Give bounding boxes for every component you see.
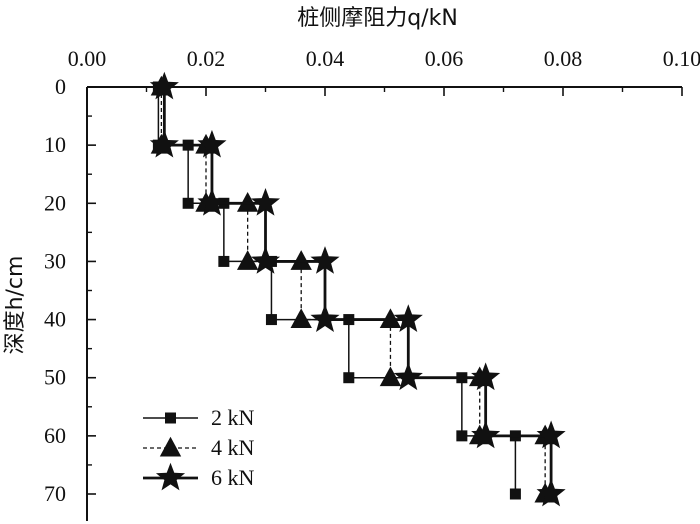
star-marker [155, 462, 186, 491]
star-marker [250, 187, 281, 216]
x-tick-label: 0.10 [663, 46, 700, 71]
star-marker [250, 246, 281, 274]
y-tick-label: 10 [44, 132, 66, 157]
triangle-marker [379, 308, 402, 329]
star-marker [310, 246, 340, 274]
triangle-marker [236, 250, 259, 270]
legend-label: 6 kN [211, 465, 255, 490]
triangle-marker [290, 250, 312, 270]
star-marker [471, 420, 501, 449]
x-tick-label: 0.04 [306, 46, 345, 71]
y-tick-label: 0 [55, 74, 66, 99]
series-6kn [149, 71, 566, 507]
star-marker [536, 420, 566, 449]
triangle-marker [159, 436, 182, 457]
y-tick-label: 30 [44, 248, 66, 273]
series-layer [149, 71, 566, 507]
star-marker [471, 362, 501, 391]
legend-label: 2 kN [211, 405, 255, 430]
x-tick-label: 0.02 [187, 46, 226, 71]
triangle-marker [290, 308, 312, 329]
star-marker [310, 304, 340, 332]
y-tick-label: 40 [44, 307, 66, 332]
legend: 2 kN 4 kN 6 kN [143, 405, 255, 491]
star-marker [149, 129, 179, 158]
x-tick-label: 0.08 [544, 46, 583, 71]
star-marker [393, 362, 423, 391]
triangle-marker [379, 366, 402, 387]
square-marker [182, 197, 194, 209]
legend-label: 4 kN [211, 435, 255, 460]
tick-labels: 0.00 0.02 0.04 0.06 0.08 0.10 0 10 20 30 40 50 60 70 [44, 46, 700, 506]
square-marker [509, 488, 521, 500]
y-tick-label: 50 [44, 365, 66, 390]
y-tick-label: 20 [44, 190, 66, 215]
star-marker [197, 129, 227, 158]
star-marker [393, 304, 423, 332]
square-marker [456, 430, 468, 442]
triangle-marker [236, 192, 259, 212]
y-tick-label: 60 [44, 423, 66, 448]
x-axis-title: 桩侧摩阻力q/kN [297, 6, 458, 31]
x-tick-label: 0.00 [68, 46, 107, 71]
square-marker [265, 314, 277, 326]
star-marker [197, 187, 227, 216]
y-tick-label: 70 [44, 481, 66, 506]
star-marker [536, 478, 566, 507]
x-tick-label: 0.06 [425, 46, 464, 71]
series-line [157, 87, 517, 494]
axis-ticks [86, 86, 683, 495]
square-marker [343, 372, 355, 384]
y-axis-title: 深度h/cm [3, 256, 28, 355]
square-marker [165, 412, 176, 424]
square-marker [218, 255, 230, 267]
star-marker [149, 71, 179, 100]
